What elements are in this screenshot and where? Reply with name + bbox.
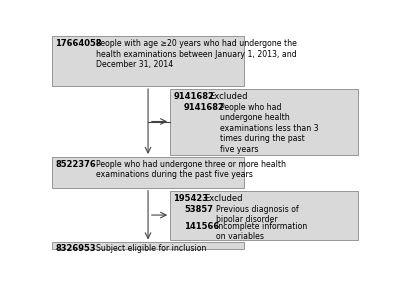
Text: People who had undergone three or more health
examinations during the past five : People who had undergone three or more h… [96, 160, 286, 179]
FancyBboxPatch shape [52, 157, 244, 188]
FancyBboxPatch shape [52, 243, 244, 249]
Text: Incomplete information
on variables: Incomplete information on variables [216, 222, 307, 241]
Text: 8326953: 8326953 [56, 244, 96, 253]
FancyBboxPatch shape [170, 191, 358, 240]
FancyBboxPatch shape [170, 89, 358, 155]
Text: People with age ≥20 years who had undergone the
health examinations between Janu: People with age ≥20 years who had underg… [96, 39, 297, 69]
Text: 9141682: 9141682 [184, 103, 225, 112]
Text: 141566: 141566 [184, 222, 219, 231]
Text: 9141682: 9141682 [173, 92, 214, 101]
Text: 195423: 195423 [173, 194, 208, 203]
Text: People who had
undergone health
examinations less than 3
times during the past
f: People who had undergone health examinat… [220, 103, 318, 154]
Text: Excluded: Excluded [209, 92, 247, 101]
FancyBboxPatch shape [52, 36, 244, 86]
Text: Excluded: Excluded [204, 194, 243, 203]
Text: 8522376: 8522376 [56, 160, 96, 169]
Text: 17664058: 17664058 [56, 39, 102, 48]
Text: 53857: 53857 [184, 205, 213, 214]
Text: Subject eligible for inclusion: Subject eligible for inclusion [96, 244, 206, 253]
Text: Previous diagnosis of
bipolar disorder: Previous diagnosis of bipolar disorder [216, 205, 298, 224]
